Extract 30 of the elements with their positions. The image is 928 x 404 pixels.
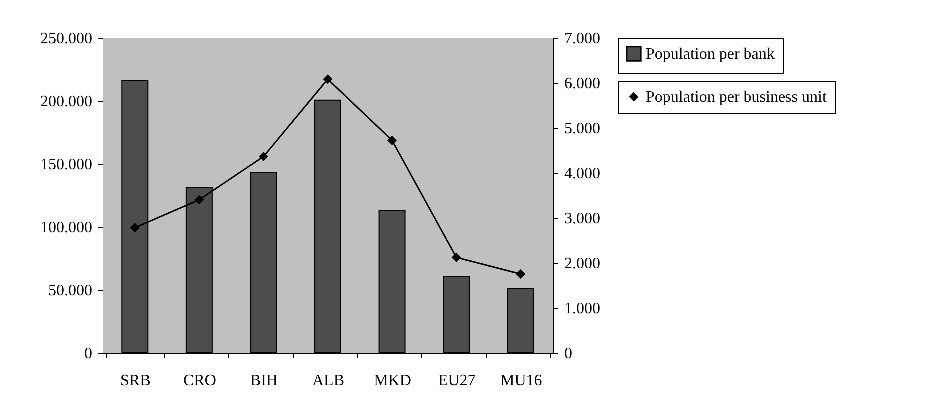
x-tick-label: MU16 [500, 372, 542, 390]
y2-tick-label: 7.000 [564, 30, 600, 48]
x-tick-label: ALB [312, 372, 344, 390]
y2-tick-label: 6.000 [564, 76, 600, 92]
point [258, 152, 268, 162]
y-tick-label: 250.000 [40, 30, 92, 48]
x-tick-label: CRO [183, 372, 216, 390]
y2-tick-label: 0 [564, 346, 572, 362]
y-tick-label: 100.000 [40, 220, 92, 236]
x-tick-label: BIH [250, 372, 278, 390]
point [452, 252, 462, 262]
y2-tick-label: 3.000 [564, 210, 600, 228]
y2-tick-label: 5.000 [564, 120, 600, 138]
point [323, 74, 333, 84]
point [516, 270, 526, 279]
y-tick-label: 150.000 [40, 156, 92, 174]
point [130, 223, 140, 233]
x-tick-label: SRB [120, 372, 151, 390]
y-tick-label: 200.000 [40, 94, 92, 110]
y2-tick-label: 1.000 [564, 300, 600, 318]
y2-tick-label: 2.000 [564, 256, 600, 272]
x-tick-label: EU27 [438, 372, 476, 390]
y2-tick-label: 4.000 [564, 166, 600, 182]
point [388, 136, 398, 146]
legend-label: Population per bank [646, 46, 775, 63]
y-tick-label: 0 [84, 346, 92, 362]
y-tick-label: 50.000 [48, 282, 92, 300]
point [194, 195, 204, 205]
legend-label: Population per business unit [646, 89, 828, 106]
x-tick-label: MKD [374, 372, 412, 390]
